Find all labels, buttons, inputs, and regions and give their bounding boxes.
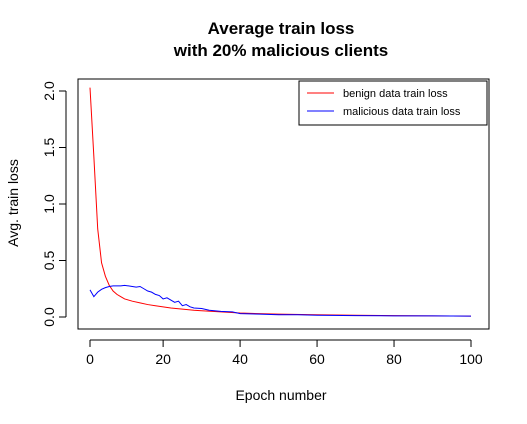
y-axis: 0.0 0.5 1.0 1.5 2.0 — [41, 81, 67, 327]
legend: benign data train loss malicious data tr… — [298, 80, 488, 126]
x-axis-label: Epoch number — [235, 387, 326, 403]
x-tick-label: 20 — [155, 351, 171, 367]
plot-frame — [77, 78, 490, 330]
y-tick-label: 0.0 — [41, 307, 57, 327]
x-tick-label: 60 — [309, 351, 325, 367]
x-axis: 0 20 40 60 80 100 — [86, 339, 483, 367]
legend-label-benign: benign data train loss — [343, 88, 448, 100]
x-tick-label: 80 — [386, 351, 402, 367]
series-layer — [89, 87, 472, 317]
chart-title-line-2: with 20% malicious clients — [173, 41, 388, 60]
x-tick-label: 0 — [86, 351, 94, 367]
y-tick-label: 0.5 — [41, 251, 57, 271]
x-tick-label: 40 — [232, 351, 248, 367]
legend-box — [298, 80, 488, 126]
series-line-malicious — [89, 284, 472, 317]
x-tick-label: 100 — [459, 351, 483, 367]
legend-label-malicious: malicious data train loss — [343, 106, 461, 118]
y-tick-label: 2.0 — [41, 81, 57, 101]
y-tick-label: 1.5 — [41, 138, 57, 158]
y-axis-label: Avg. train loss — [5, 159, 21, 247]
chart-title-line-1: Average train loss — [208, 19, 355, 38]
y-tick-label: 1.0 — [41, 194, 57, 214]
